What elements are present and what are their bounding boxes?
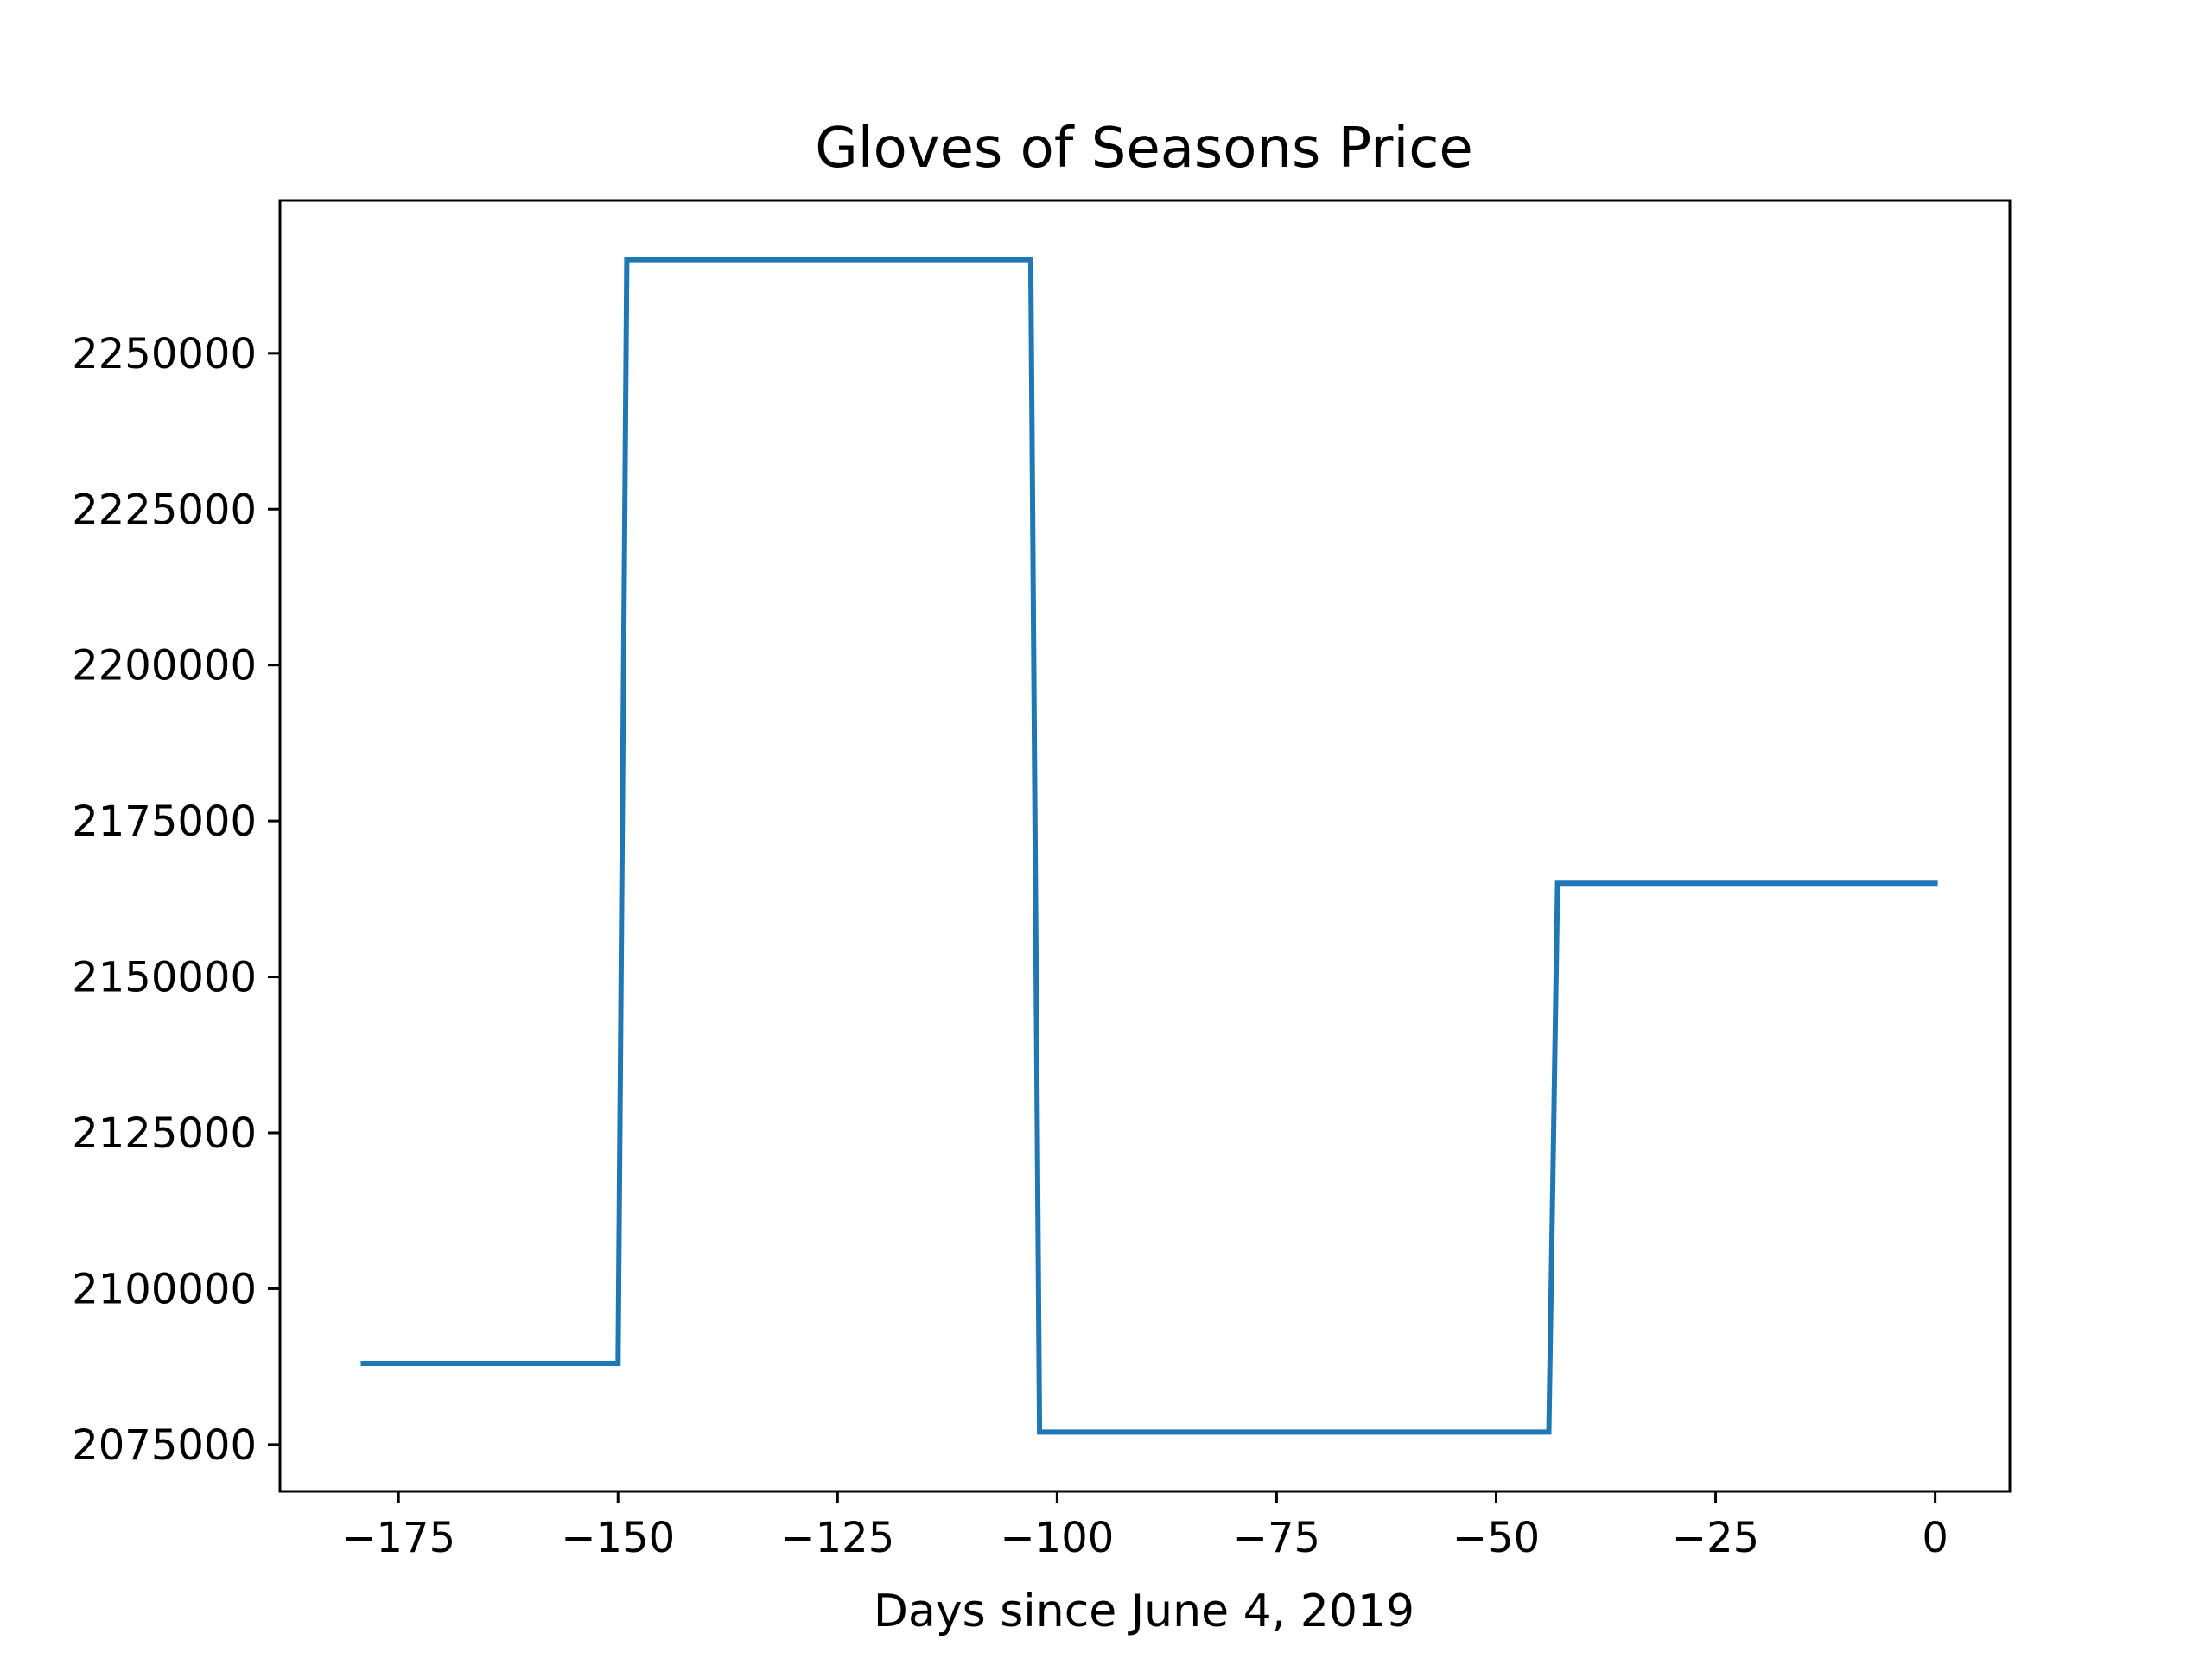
y-tick-label: 2225000 — [72, 486, 257, 534]
y-tick-label: 2125000 — [72, 1109, 257, 1158]
y-tick-label: 2150000 — [72, 954, 257, 1002]
x-tick-label: −125 — [780, 1514, 894, 1562]
x-tick-label: −100 — [1000, 1514, 1114, 1562]
y-tick-label: 2200000 — [72, 642, 257, 690]
chart-title: Gloves of Seasons Price — [815, 117, 1473, 181]
x-tick-label: −150 — [561, 1514, 675, 1562]
x-tick-label: 0 — [1922, 1514, 1948, 1562]
x-tick-label: −50 — [1452, 1514, 1540, 1562]
plot-area: −175 −150 −125 −100 −75 −50 −25 0 2075000 2100000… — [72, 199, 2012, 1562]
series-line — [360, 257, 1938, 1435]
x-axis-title: Days since June 4, 2019 — [874, 1586, 1414, 1637]
y-tick-label: 2250000 — [72, 330, 257, 378]
axes-frame — [278, 199, 2012, 1493]
x-tick-label: −175 — [341, 1514, 455, 1562]
x-tick-label: −25 — [1672, 1514, 1759, 1562]
x-tick-label: −75 — [1233, 1514, 1320, 1562]
y-tick-label: 2175000 — [72, 798, 257, 846]
y-tick-label: 2100000 — [72, 1265, 257, 1313]
y-tick-label: 2075000 — [72, 1421, 257, 1470]
